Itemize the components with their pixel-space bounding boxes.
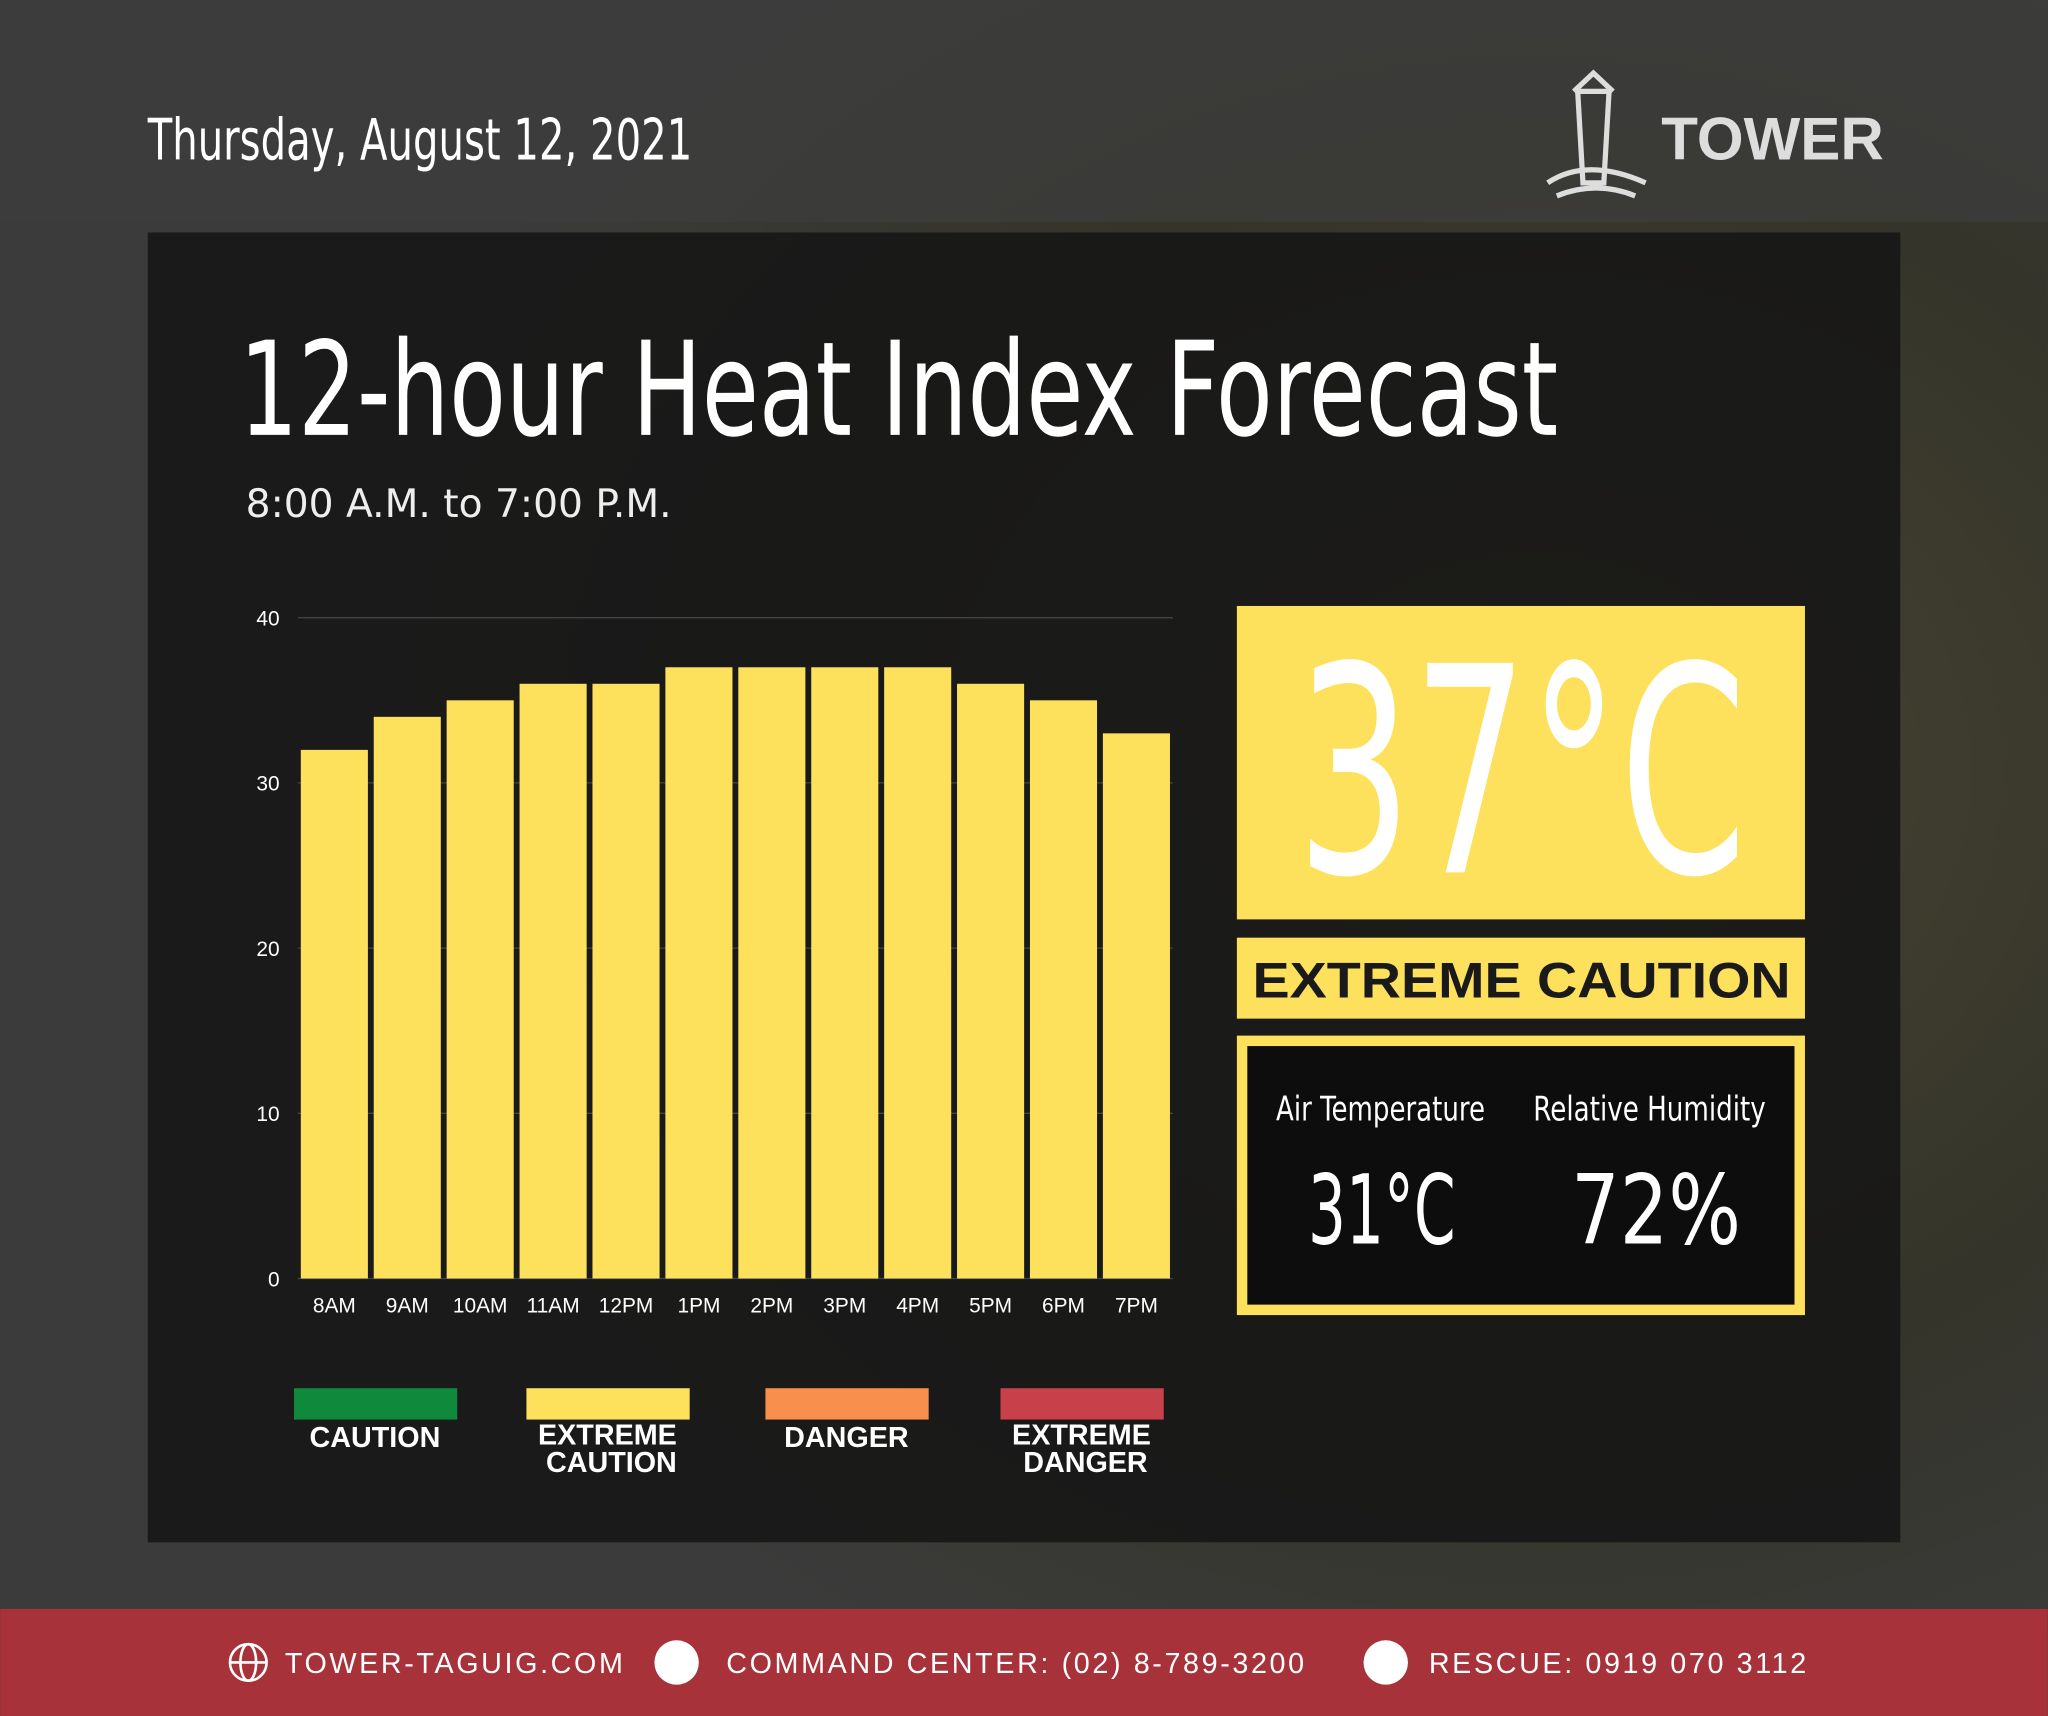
humidity-label: Relative Humidity — [1533, 1089, 1765, 1129]
phone-icon — [654, 1640, 699, 1685]
air-temp-label: Air Temperature — [1276, 1089, 1485, 1129]
command-center: COMMAND CENTER: (02) 8-789-3200 — [726, 1648, 1307, 1680]
x-tick-label: 11AM — [527, 1294, 580, 1317]
background-top — [0, 0, 2048, 223]
legend-swatch — [765, 1388, 929, 1420]
x-tick-label: 5PM — [969, 1294, 1012, 1317]
status-box — [1236, 937, 1805, 1019]
bar — [1029, 700, 1098, 1279]
legend-label: EXTREME DANGER — [1012, 1419, 1151, 1478]
legend-swatch — [1000, 1388, 1164, 1420]
y-tick-label: 20 — [256, 938, 279, 961]
legend-swatch — [293, 1388, 458, 1420]
x-tick-label: 7PM — [1115, 1294, 1158, 1317]
legend-swatch — [526, 1388, 690, 1420]
heat-index: 37°C — [1296, 605, 1747, 940]
humidity-value: 72% — [1571, 1153, 1741, 1266]
bar — [811, 667, 879, 1279]
legend-label: CAUTION — [310, 1422, 441, 1454]
status: EXTREME CAUTION — [1253, 953, 1791, 1009]
bar — [592, 683, 660, 1279]
y-tick-label: 0 — [268, 1268, 280, 1291]
x-tick-label: 2PM — [750, 1294, 793, 1317]
x-tick-label: 10AM — [453, 1294, 508, 1317]
rescue-icon — [1363, 1640, 1408, 1685]
globe-icon — [228, 1642, 268, 1683]
footer — [0, 1608, 2048, 1716]
plot: 0 10 20 30 40 8AM 9AM 10AM 11AM 12PM 1PM 2PM 3PM 4PM 5… — [256, 608, 1173, 1317]
legend: CAUTION EXTREME CAUTION DANGER EXTREME DANG… — [293, 1388, 1164, 1479]
legend-label: DANGER — [784, 1422, 909, 1454]
bar — [519, 683, 587, 1279]
y-tick-label: 10 — [256, 1103, 279, 1126]
brand: TOWER — [1661, 105, 1883, 172]
bar — [884, 667, 952, 1279]
bar — [373, 716, 441, 1279]
legend-label: EXTREME CAUTION — [538, 1419, 677, 1478]
x-tick-label: 1PM — [677, 1294, 720, 1317]
rescue: RESCUE: 0919 070 3112 — [1429, 1648, 1809, 1680]
chart-subtitle: 8:00 A.M. to 7:00 P.M. — [246, 482, 672, 527]
x-tick-label: 9AM — [386, 1294, 429, 1317]
bar — [957, 683, 1025, 1279]
y-tick-label: 30 — [256, 773, 279, 796]
x-tick-label: 8AM — [313, 1294, 356, 1317]
x-tick-label: 4PM — [896, 1294, 939, 1317]
bar — [446, 700, 514, 1279]
x-tick-label: 6PM — [1042, 1294, 1085, 1317]
website: TOWER-TAGUIG.COM — [285, 1648, 626, 1680]
x-tick-label: 12PM — [599, 1294, 654, 1317]
bar — [738, 667, 806, 1279]
y-tick-label: 40 — [256, 608, 279, 631]
bar — [300, 749, 368, 1279]
x-tick-label: 3PM — [823, 1294, 866, 1317]
chart-title: 12-hour Heat Index Forecast — [239, 314, 1558, 466]
date: Thursday, August 12, 2021 — [147, 106, 692, 173]
heat-index-box — [1236, 605, 1805, 920]
logo-icon — [1546, 69, 1647, 199]
bar — [665, 667, 733, 1279]
details-box — [1236, 1035, 1805, 1316]
air-temp-value: 31°C — [1308, 1153, 1456, 1266]
bar — [1102, 733, 1170, 1279]
